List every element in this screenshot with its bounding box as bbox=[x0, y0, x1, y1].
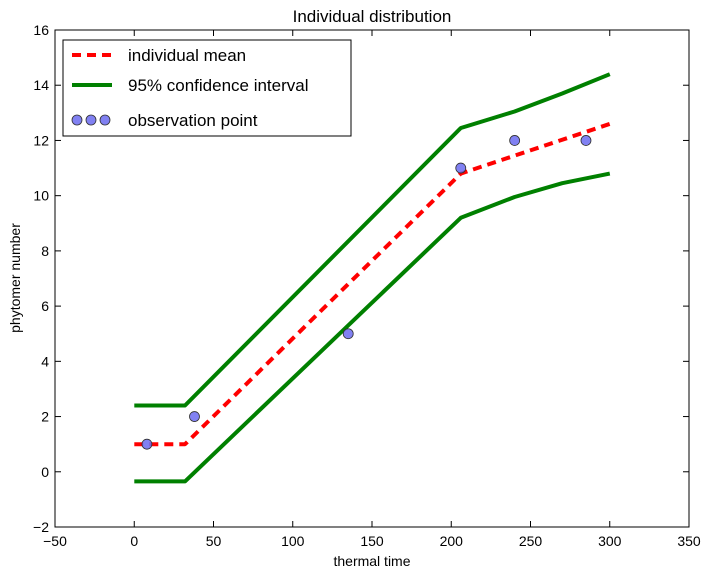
y-tick-label: 0 bbox=[41, 464, 49, 480]
axis-ticks: −50 0 50 100 150 200 250 300 350 −2 0 2 4 6 8 10 12 14 16 bbox=[33, 22, 701, 549]
x-axis-label: thermal time bbox=[333, 553, 410, 569]
legend-label: 95% confidence interval bbox=[128, 76, 309, 95]
observation-point bbox=[509, 135, 521, 146]
x-tick-label: 250 bbox=[519, 533, 543, 549]
x-tick-label: 300 bbox=[598, 533, 622, 549]
x-tick-label: −50 bbox=[43, 533, 67, 549]
mean-line bbox=[134, 122, 611, 447]
x-tick-label: 150 bbox=[360, 533, 384, 549]
y-tick-label: 6 bbox=[41, 298, 49, 314]
y-tick-label: 4 bbox=[41, 353, 49, 369]
x-tick-label: 350 bbox=[677, 533, 701, 549]
x-tick-label: 0 bbox=[130, 533, 138, 549]
y-axis-label: phytomer number bbox=[7, 223, 23, 333]
legend-marker bbox=[85, 114, 97, 126]
y-tick-label: 8 bbox=[41, 243, 49, 259]
observation-point bbox=[141, 438, 153, 450]
observation-point bbox=[580, 135, 592, 146]
y-tick-label: 10 bbox=[33, 188, 49, 204]
y-tick-label: 12 bbox=[33, 132, 49, 148]
x-tick-label: 50 bbox=[206, 533, 222, 549]
ci-upper-line bbox=[134, 72, 611, 408]
legend-marker bbox=[99, 114, 111, 126]
legend-marker bbox=[71, 114, 83, 126]
observation-point bbox=[342, 328, 354, 340]
y-tick-label: 14 bbox=[33, 77, 49, 93]
observation-point bbox=[455, 162, 467, 174]
x-tick-label: 100 bbox=[281, 533, 305, 549]
observation-point bbox=[189, 411, 200, 422]
y-tick-label: 16 bbox=[33, 22, 49, 38]
ci-lower-line bbox=[134, 171, 611, 484]
y-tick-label: −2 bbox=[33, 519, 49, 535]
series-layer bbox=[134, 72, 611, 484]
legend-label: observation point bbox=[128, 111, 258, 130]
y-tick-label: 2 bbox=[41, 409, 49, 425]
x-tick-label: 200 bbox=[440, 533, 464, 549]
legend: individual mean 95% confidence interval ob… bbox=[62, 39, 352, 137]
legend-label: individual mean bbox=[128, 46, 246, 65]
chart-title: Individual distribution bbox=[293, 7, 452, 26]
